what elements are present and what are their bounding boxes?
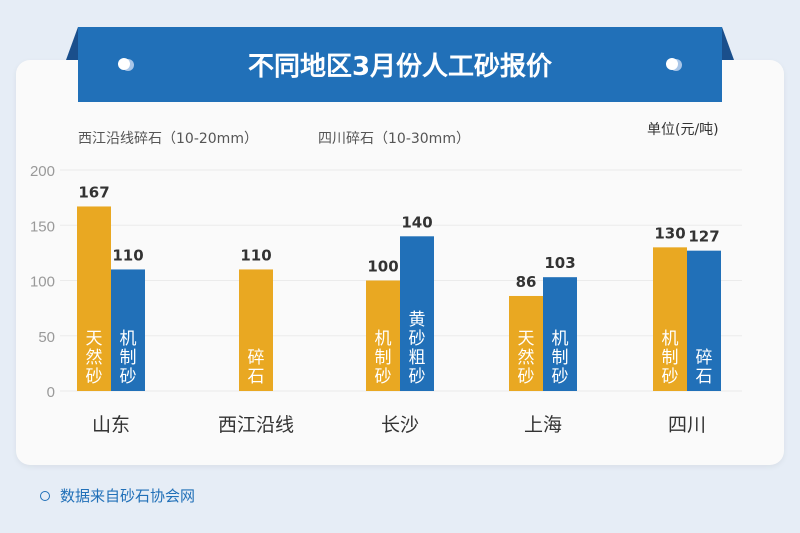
y-tick-label: 0 [47,384,55,401]
data-label: 140 [401,213,432,231]
data-label: 167 [78,183,109,201]
bar-label: 黄砂粗砂 [408,310,426,387]
bar [239,269,273,391]
bar-label: 机制砂 [551,329,569,387]
footer-source: 数据来自砂石协会网 [40,485,195,506]
bar [366,280,400,391]
bar [400,236,434,391]
bar [77,206,111,391]
y-tick-label: 200 [30,163,55,180]
x-tick-label: 西江沿线 [218,414,294,436]
bar [543,277,577,391]
data-label: 110 [112,246,143,264]
x-tick-label: 上海 [524,414,562,436]
y-tick-label: 150 [30,218,55,235]
bar-label: 天然砂 [517,329,535,387]
bar-label: 碎石 [695,348,713,387]
circle-icon [40,490,50,501]
bar-label: 碎石 [247,348,265,387]
legend-item: 四川碎石（10-30mm） [318,131,470,147]
bar-label: 机制砂 [374,329,392,387]
data-label: 86 [516,273,537,291]
banner-fold-left [66,27,78,60]
data-label: 110 [240,246,271,264]
unit-label: 单位(元/吨) [647,122,719,138]
chart-title: 不同地区3月份人工砂报价 [78,27,722,102]
x-tick-label: 山东 [92,414,130,436]
bar [111,269,145,391]
y-tick-label: 100 [30,274,55,291]
bar [687,250,721,391]
bar-label: 机制砂 [119,329,137,387]
decor-dot-icon [118,58,130,70]
bar-label: 机制砂 [661,329,679,387]
data-label: 100 [367,258,398,276]
data-label: 130 [654,224,685,242]
x-tick-label: 长沙 [381,414,419,436]
bar-label: 天然砂 [85,329,103,387]
banner-fold-right [722,27,734,60]
y-tick-label: 50 [38,329,55,346]
bar [509,295,543,391]
data-label: 127 [688,228,719,246]
x-tick-label: 四川 [668,414,706,436]
footer-text: 数据来自砂石协会网 [60,487,196,505]
decor-dot-icon [666,58,678,70]
legend-item: 西江沿线碎石（10-20mm） [78,131,258,147]
data-label: 103 [544,254,575,272]
bar [653,247,687,391]
